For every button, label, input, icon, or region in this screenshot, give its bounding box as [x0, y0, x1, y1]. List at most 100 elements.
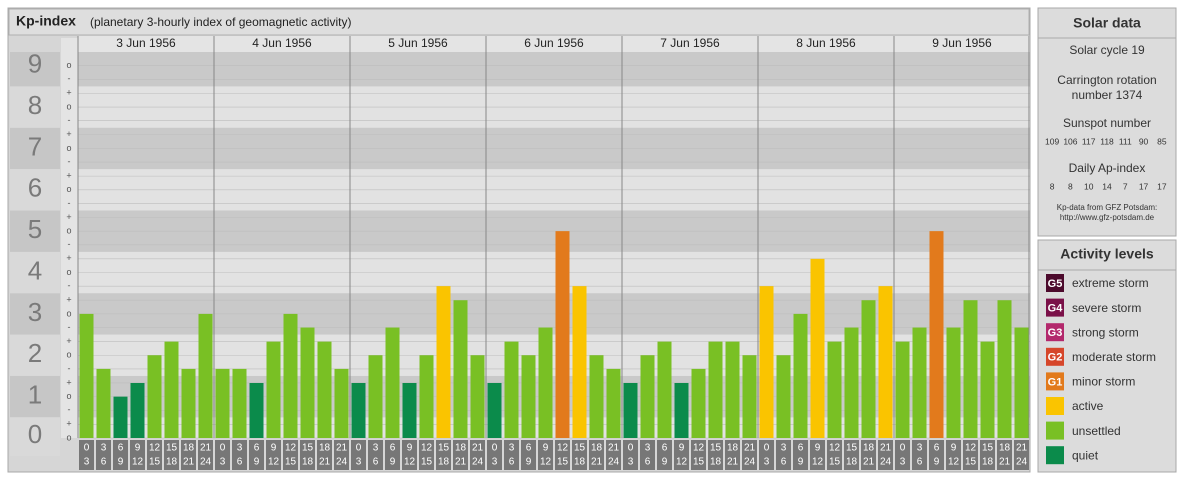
- solar-value: 10: [1084, 181, 1094, 191]
- hour-start: 0: [356, 443, 362, 454]
- minor-tick-label: +: [66, 295, 71, 305]
- label-box: [10, 86, 60, 128]
- hour-box: [776, 440, 791, 470]
- level-name: active: [1072, 399, 1104, 413]
- hour-start: 21: [608, 443, 620, 454]
- hour-start: 6: [254, 443, 260, 454]
- minor-column: [61, 38, 78, 438]
- bar: [249, 382, 264, 438]
- minor-tick-label: +: [66, 170, 71, 180]
- y-tick-label: 5: [28, 214, 42, 244]
- hour-box: [691, 440, 706, 470]
- level-swatch: [1046, 421, 1064, 440]
- bar: [113, 396, 128, 438]
- label-box: [10, 127, 60, 170]
- hour-end: 9: [662, 457, 668, 468]
- hour-start: 6: [390, 443, 396, 454]
- hour-box: [606, 440, 621, 470]
- bar: [198, 313, 213, 438]
- bar: [980, 341, 995, 438]
- hour-start: 9: [815, 443, 821, 454]
- hour-end: 3: [900, 457, 906, 468]
- solar-value: 111: [1119, 136, 1132, 146]
- minor-tick-label: +: [66, 212, 71, 222]
- hour-box: [470, 440, 485, 470]
- bar: [130, 382, 145, 438]
- hour-start: 6: [662, 443, 668, 454]
- hour-box: [1014, 440, 1029, 470]
- hour-box: [725, 440, 740, 470]
- bar: [487, 382, 502, 438]
- bar: [725, 341, 740, 438]
- hour-start: 12: [829, 443, 841, 454]
- day-label: 7 Jun 1956: [660, 36, 720, 50]
- hour-box: [249, 440, 264, 470]
- minor-tick-label: o: [66, 101, 71, 111]
- bar: [759, 286, 774, 438]
- hour-start: 15: [166, 443, 178, 454]
- hour-box: [504, 440, 519, 470]
- hour-end: 3: [764, 457, 770, 468]
- level-name: unsettled: [1072, 424, 1121, 438]
- hour-start: 0: [220, 443, 226, 454]
- minor-tick-label: o: [66, 143, 71, 153]
- hour-end: 24: [1016, 457, 1028, 468]
- hour-end: 21: [999, 457, 1011, 468]
- level-name: quiet: [1072, 448, 1099, 462]
- hour-end: 9: [526, 457, 532, 468]
- level-badge: G2: [1048, 352, 1063, 364]
- bar: [827, 341, 842, 438]
- bar: [521, 355, 536, 438]
- day-label: 3 Jun 1956: [116, 36, 176, 50]
- solar-value: 85: [1157, 136, 1167, 146]
- hour-end: 24: [472, 457, 484, 468]
- hour-box: [453, 440, 468, 470]
- hour-start: 6: [118, 443, 124, 454]
- hour-start: 21: [472, 443, 484, 454]
- hour-start: 0: [628, 443, 634, 454]
- minor-tick-label: o: [66, 350, 71, 360]
- hour-end: 9: [118, 457, 124, 468]
- levels-title: Activity levels: [1060, 246, 1154, 262]
- bar: [878, 286, 893, 438]
- hour-end: 9: [798, 457, 804, 468]
- bar: [419, 355, 434, 438]
- label-box: [10, 375, 60, 418]
- bar: [215, 368, 230, 438]
- hour-end: 21: [863, 457, 875, 468]
- minor-tick-label: -: [68, 156, 71, 166]
- hour-start: 9: [543, 443, 549, 454]
- hour-start: 18: [863, 443, 875, 454]
- hour-start: 21: [744, 443, 756, 454]
- solar-value: 117: [1082, 136, 1096, 146]
- bar: [147, 355, 162, 438]
- hour-end: 3: [356, 457, 362, 468]
- minor-tick-label: -: [68, 281, 71, 291]
- hour-box: [232, 440, 247, 470]
- solar-value: 118: [1100, 136, 1114, 146]
- hour-box: [572, 440, 587, 470]
- band: [78, 52, 1030, 87]
- hour-end: 24: [200, 457, 212, 468]
- bar: [368, 355, 383, 438]
- source: http://www.gfz-potsdam.de: [1060, 213, 1155, 222]
- hour-box: [844, 440, 859, 470]
- minor-tick-label: -: [68, 239, 71, 249]
- band: [78, 417, 1030, 438]
- bar: [572, 286, 587, 438]
- label-box: [10, 210, 60, 252]
- minor-tick-label: o: [66, 432, 71, 442]
- bar: [589, 355, 604, 438]
- bar: [997, 300, 1012, 438]
- hour-start: 0: [492, 443, 498, 454]
- hour-end: 12: [132, 457, 144, 468]
- hour-box: [164, 440, 179, 470]
- hour-box: [181, 440, 196, 470]
- level-swatch: [1046, 397, 1064, 415]
- hour-end: 3: [628, 457, 634, 468]
- hour-end: 15: [285, 457, 297, 468]
- hour-box: [997, 440, 1012, 470]
- y-tick-label: 1: [28, 380, 42, 410]
- hour-box: [912, 440, 927, 470]
